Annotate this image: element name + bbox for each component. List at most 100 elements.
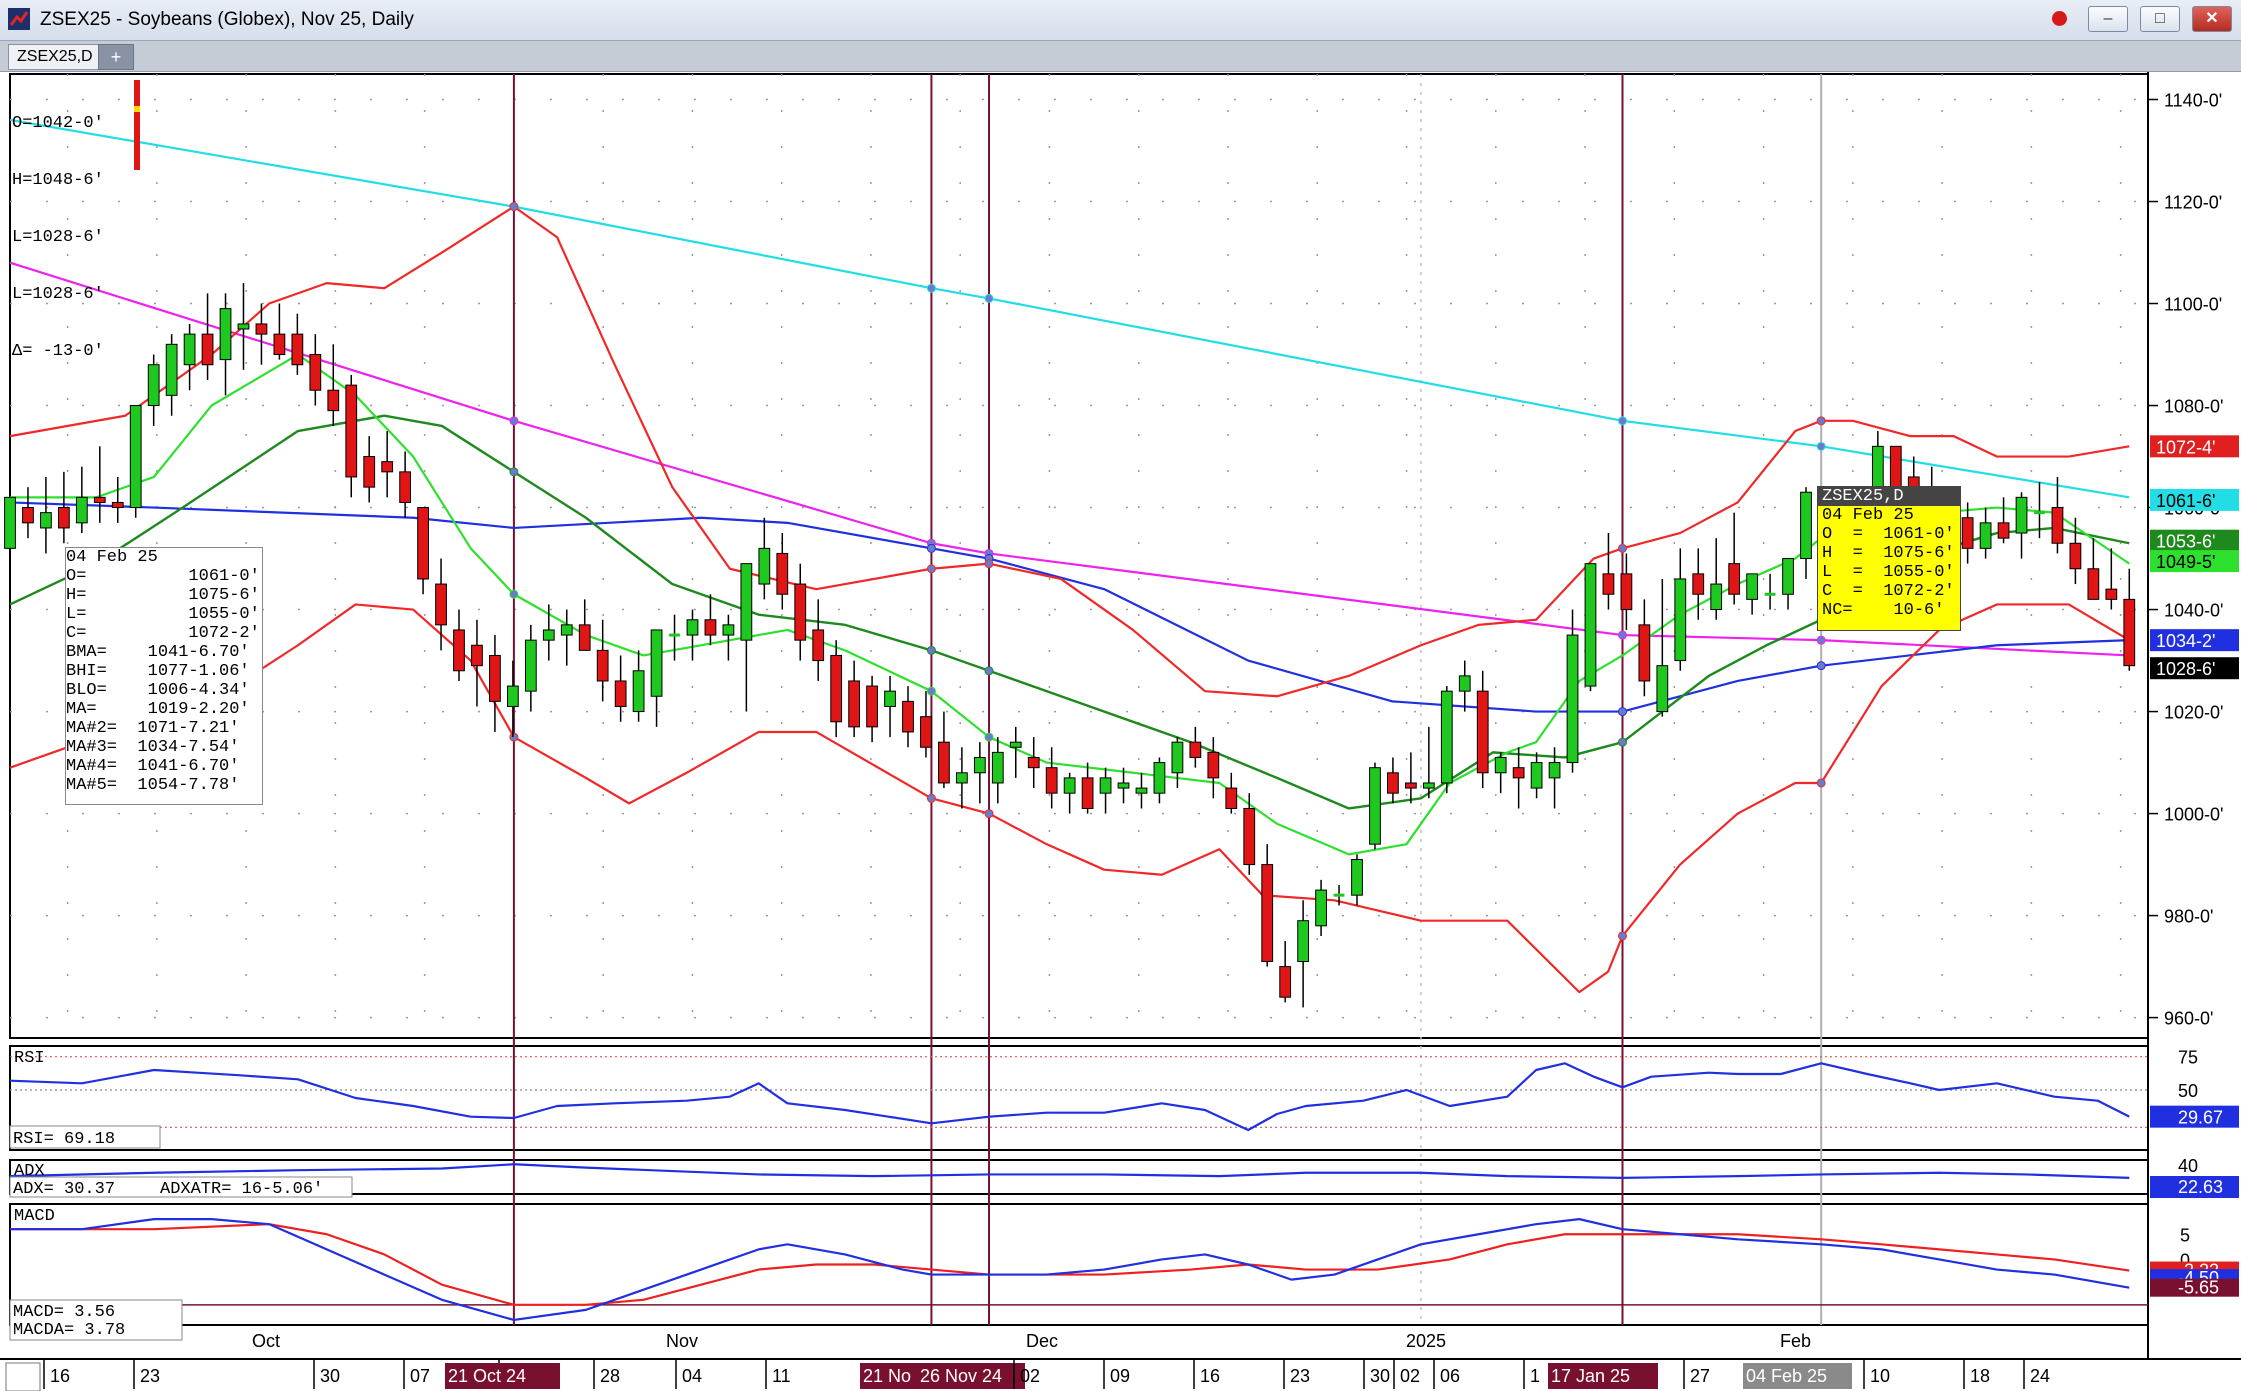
candle-body bbox=[1979, 522, 1992, 549]
macd-readout-box bbox=[9, 1299, 183, 1341]
line-marker bbox=[1816, 661, 1826, 671]
price-tick-label: 980-0' bbox=[2164, 907, 2213, 927]
candle-body bbox=[22, 507, 34, 524]
line-marker bbox=[1617, 416, 1627, 426]
line-marker bbox=[1617, 931, 1627, 941]
candle-body bbox=[1620, 573, 1633, 611]
candle-body bbox=[1800, 491, 1812, 560]
macd-tick-label: 0 bbox=[2180, 1250, 2190, 1270]
month-label: Oct bbox=[252, 1331, 280, 1351]
candle-body bbox=[1746, 573, 1759, 600]
rsi-pane bbox=[9, 1045, 2149, 1151]
chart-canvas[interactable]: 1140-0'1120-0'1100-0'1080-0'1060-0'1040-… bbox=[0, 72, 2241, 1391]
macd-pane bbox=[9, 1203, 2149, 1326]
candle-body bbox=[812, 629, 825, 662]
macd-label: MACD bbox=[14, 1207, 55, 1226]
time-axis-panel bbox=[0, 1359, 2241, 1391]
highlighted-date-box bbox=[1743, 1363, 1852, 1389]
rsi-readout-box bbox=[9, 1125, 161, 1149]
price-tag-label: 1061-6' bbox=[2156, 491, 2215, 511]
candle-body bbox=[273, 333, 286, 356]
time-tick-label: 23 bbox=[140, 1366, 160, 1386]
time-axis-corner-box bbox=[5, 1362, 41, 1391]
tooltip-low: L = 1055-0' bbox=[1822, 563, 1955, 582]
price-tag bbox=[2150, 550, 2239, 573]
line-marker bbox=[509, 202, 519, 212]
candle-body bbox=[686, 619, 699, 636]
candle-body bbox=[2105, 588, 2118, 600]
tooltip-symbol: ZSEX25,D bbox=[1818, 487, 1960, 506]
candle-body bbox=[255, 323, 268, 335]
candle-body bbox=[1315, 889, 1327, 927]
time-tick-label: 18 bbox=[1970, 1366, 1990, 1386]
time-tick-label: 07 bbox=[410, 1366, 430, 1386]
adx-tick-label: 40 bbox=[2178, 1156, 2198, 1176]
candle-body bbox=[1153, 762, 1166, 794]
candle-body bbox=[1692, 573, 1705, 595]
tab-zsex25-daily[interactable]: ZSEX25,D bbox=[8, 44, 102, 70]
candle-body bbox=[165, 343, 178, 396]
bollinger-lower-line bbox=[9, 603, 2130, 994]
tooltip-open: O = 1061-0' bbox=[1822, 525, 1955, 544]
minimize-button[interactable]: – bbox=[2088, 6, 2128, 32]
restore-button[interactable]: □ bbox=[2140, 6, 2180, 32]
candle-body bbox=[237, 323, 250, 330]
candle-body bbox=[129, 405, 142, 509]
hud-change: Δ= -13-0' bbox=[12, 342, 104, 361]
candle-body bbox=[1081, 777, 1094, 809]
price-tick-label: 1120-0' bbox=[2164, 193, 2222, 213]
candle-body bbox=[1279, 966, 1292, 998]
price-tick-label: 1140-0' bbox=[2164, 91, 2222, 111]
candle-body bbox=[75, 496, 88, 524]
price-tag-label: 1053-6' bbox=[2156, 532, 2215, 552]
line-marker bbox=[1816, 635, 1826, 645]
price-tag bbox=[2150, 657, 2239, 680]
line-marker bbox=[926, 645, 936, 655]
candle-body bbox=[1458, 675, 1471, 692]
highlighted-date-box bbox=[1548, 1363, 1658, 1389]
line-marker bbox=[926, 686, 936, 696]
candle-body bbox=[560, 624, 573, 636]
price-axis-panel bbox=[2148, 72, 2241, 1359]
time-tick-label: 02 bbox=[1020, 1366, 1040, 1386]
candle-body bbox=[1297, 920, 1310, 962]
candle-body bbox=[1512, 767, 1525, 779]
month-label: Feb bbox=[1780, 1331, 1811, 1351]
candle-body bbox=[93, 496, 106, 503]
price-tag-label: 1072-4' bbox=[2156, 437, 2215, 457]
highlighted-date-label: 17 Jan 25 bbox=[1551, 1366, 1630, 1386]
price-tag bbox=[2150, 529, 2239, 552]
candle-body bbox=[1027, 756, 1040, 769]
candle-body bbox=[1656, 665, 1669, 713]
candle-body bbox=[1530, 762, 1543, 789]
candle-body bbox=[381, 461, 394, 473]
add-tab-button[interactable]: + bbox=[98, 44, 134, 70]
record-indicator-icon[interactable] bbox=[2052, 11, 2067, 26]
databox-ma2: MA#2= 1071-7.21' bbox=[66, 719, 240, 738]
window-title: ZSEX25 - Soybeans (Globex), Nov 25, Dail… bbox=[40, 9, 414, 30]
month-label: Dec bbox=[1026, 1331, 1058, 1351]
hud-low: L=1028-6' bbox=[12, 228, 104, 247]
databox-ma3: MA#3= 1034-7.54' bbox=[66, 738, 240, 757]
candle-body bbox=[291, 333, 304, 366]
time-tick-label: 11 bbox=[772, 1366, 791, 1386]
ma-green-line bbox=[9, 414, 2130, 810]
month-label: 2025 bbox=[1406, 1331, 1446, 1351]
databox-blo: BLO= 1006-4.34' bbox=[66, 681, 250, 700]
candle-body bbox=[830, 654, 843, 723]
databox-low: L= 1055-0' bbox=[66, 605, 260, 624]
candle-body bbox=[1422, 782, 1435, 789]
databox-date: 04 Feb 25 bbox=[66, 548, 158, 567]
candle-body bbox=[722, 624, 735, 636]
candle-body bbox=[1117, 782, 1130, 789]
candle-body bbox=[920, 716, 932, 748]
candle-body bbox=[1602, 573, 1615, 595]
candle-body bbox=[1045, 767, 1058, 794]
candle-body bbox=[1548, 762, 1561, 779]
close-button[interactable]: ✕ bbox=[2192, 6, 2232, 32]
price-tag-label: 1028-6' bbox=[2156, 659, 2215, 679]
price-tick-label: 1080-0' bbox=[2164, 397, 2223, 417]
highlighted-date-label: 04 Feb 25 bbox=[1746, 1366, 1827, 1386]
line-marker bbox=[1816, 416, 1826, 426]
time-tick-label: 24 bbox=[2030, 1366, 2050, 1386]
